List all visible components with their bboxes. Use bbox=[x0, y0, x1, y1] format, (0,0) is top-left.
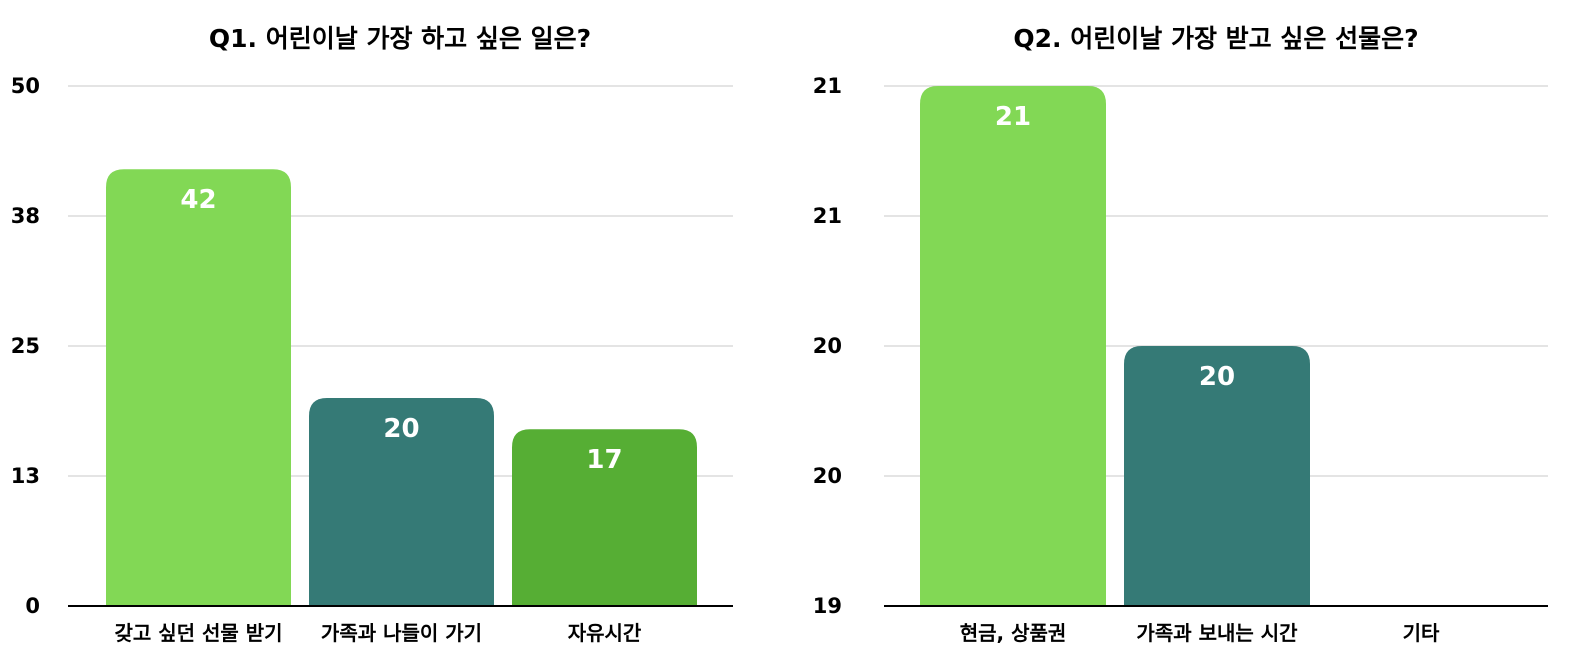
chart-title: Q2. 어린이날 가장 받고 싶은 선물은? bbox=[1013, 24, 1418, 53]
chart-1: Q1. 어린이날 가장 하고 싶은 일은? 0 13 25 38 50 42 갖고 싶던 선물… bbox=[11, 24, 733, 645]
bar bbox=[512, 429, 697, 606]
y-tick-label: 38 bbox=[11, 204, 40, 228]
y-tick-label: 20 bbox=[813, 334, 842, 358]
chart-title: Q1. 어린이날 가장 하고 싶은 일은? bbox=[209, 24, 591, 53]
data-label: 20 bbox=[1199, 362, 1235, 392]
bar bbox=[309, 398, 494, 606]
category-label: 갖고 싶던 선물 받기 bbox=[114, 621, 282, 645]
y-tick-label: 21 bbox=[813, 204, 842, 228]
y-tick-label: 20 bbox=[813, 464, 842, 488]
y-tick-label: 19 bbox=[813, 594, 842, 618]
bar bbox=[1124, 346, 1310, 606]
y-tick-label: 25 bbox=[11, 334, 40, 358]
bar bbox=[106, 169, 291, 606]
category-label: 가족과 보내는 시간 bbox=[1136, 621, 1298, 645]
bar bbox=[920, 86, 1106, 606]
data-label: 20 bbox=[383, 414, 419, 444]
y-tick-label: 50 bbox=[11, 74, 40, 98]
chart-2: Q2. 어린이날 가장 받고 싶은 선물은? 19 20 20 21 21 21 현금, 상품… bbox=[813, 24, 1548, 645]
category-label: 가족과 나들이 가기 bbox=[321, 621, 482, 645]
data-label: 21 bbox=[995, 102, 1031, 132]
y-tick-label: 21 bbox=[813, 74, 842, 98]
category-label: 현금, 상품권 bbox=[960, 621, 1067, 645]
y-tick-label: 13 bbox=[11, 464, 40, 488]
data-label: 17 bbox=[586, 445, 622, 475]
y-tick-label: 0 bbox=[25, 594, 40, 618]
category-label: 자유시간 bbox=[568, 621, 642, 645]
category-label: 기타 bbox=[1403, 621, 1440, 645]
data-label: 42 bbox=[180, 185, 216, 215]
